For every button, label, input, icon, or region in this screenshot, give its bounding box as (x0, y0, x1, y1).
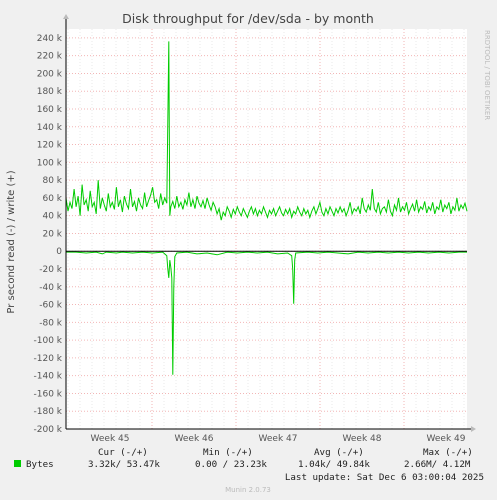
y-tick-label: 180 k (37, 87, 63, 97)
side-label: RRDTOOL / TOBI OETIKER (483, 30, 491, 120)
legend-header-min: Min (-/+) (203, 447, 253, 458)
x-axis-arrow (471, 426, 476, 432)
x-tick-label: Week 46 (175, 434, 214, 444)
read-series-line (66, 251, 467, 375)
x-axis-ticks: Week 45 Week 46 Week 47 Week 48 Week 49 (91, 434, 466, 444)
y-tick-label: -60 k (39, 301, 63, 311)
legend-header-avg: Avg (-/+) (314, 447, 364, 458)
legend: Cur (-/+) Min (-/+) Avg (-/+) Max (-/+) … (14, 447, 484, 483)
y-tick-label: 240 k (37, 34, 63, 44)
footer-version: Munin 2.0.73 (225, 486, 271, 494)
legend-cur-value: 3.32k/ 53.47k (88, 459, 160, 470)
y-tick-label: -140 k (34, 372, 63, 382)
legend-series-name: Bytes (26, 459, 54, 470)
last-update: Last update: Sat Dec 6 03:00:04 2025 (285, 472, 484, 483)
plot-area: 240 k 220 k 200 k 180 k 160 k 140 k 120 k 100 k… (34, 14, 476, 444)
chart-title: Disk throughput for /dev/sda - by month (122, 11, 374, 26)
x-tick-label: Week 47 (259, 434, 298, 444)
y-axis-ticks: 240 k 220 k 200 k 180 k 160 k 140 k 120 k 100 k… (34, 34, 63, 435)
legend-swatch (14, 460, 21, 467)
y-tick-label: 200 k (37, 69, 63, 79)
y-tick-label: -180 k (34, 407, 63, 417)
legend-min-value: 0.00 / 23.23k (195, 459, 267, 470)
grid (66, 29, 467, 430)
y-tick-label: 140 k (37, 123, 63, 133)
y-axis-arrow (63, 14, 69, 19)
y-tick-label: -100 k (34, 336, 63, 346)
y-tick-label: 20 k (42, 229, 62, 239)
legend-header-max: Max (-/+) (423, 447, 473, 458)
x-tick-label: Week 45 (91, 434, 130, 444)
y-tick-label: 120 k (37, 141, 63, 151)
legend-max-value: 2.66M/ 4.12M (404, 459, 471, 470)
y-tick-label: 220 k (37, 52, 63, 62)
legend-header-cur: Cur (-/+) (98, 447, 148, 458)
y-tick-label: -80 k (39, 318, 63, 328)
write-series-line (65, 41, 468, 221)
y-tick-label: 60 k (42, 194, 62, 204)
y-tick-label: -40 k (39, 283, 63, 293)
y-tick-label: -20 k (39, 265, 63, 275)
y-axis-label: Pr second read (-) / write (+) (6, 170, 17, 313)
x-tick-label: Week 48 (343, 434, 382, 444)
y-tick-label: 0 (56, 247, 62, 257)
y-tick-label: -160 k (34, 389, 63, 399)
x-tick-label: Week 49 (427, 434, 466, 444)
y-tick-label: -120 k (34, 354, 63, 364)
y-tick-label: 80 k (42, 176, 62, 186)
y-tick-label: 100 k (37, 158, 63, 168)
y-tick-label: 160 k (37, 105, 63, 115)
plot-background (66, 29, 467, 429)
legend-avg-value: 1.04k/ 49.84k (298, 459, 370, 470)
y-tick-label: 40 k (42, 212, 62, 222)
y-tick-label: -200 k (34, 425, 63, 435)
